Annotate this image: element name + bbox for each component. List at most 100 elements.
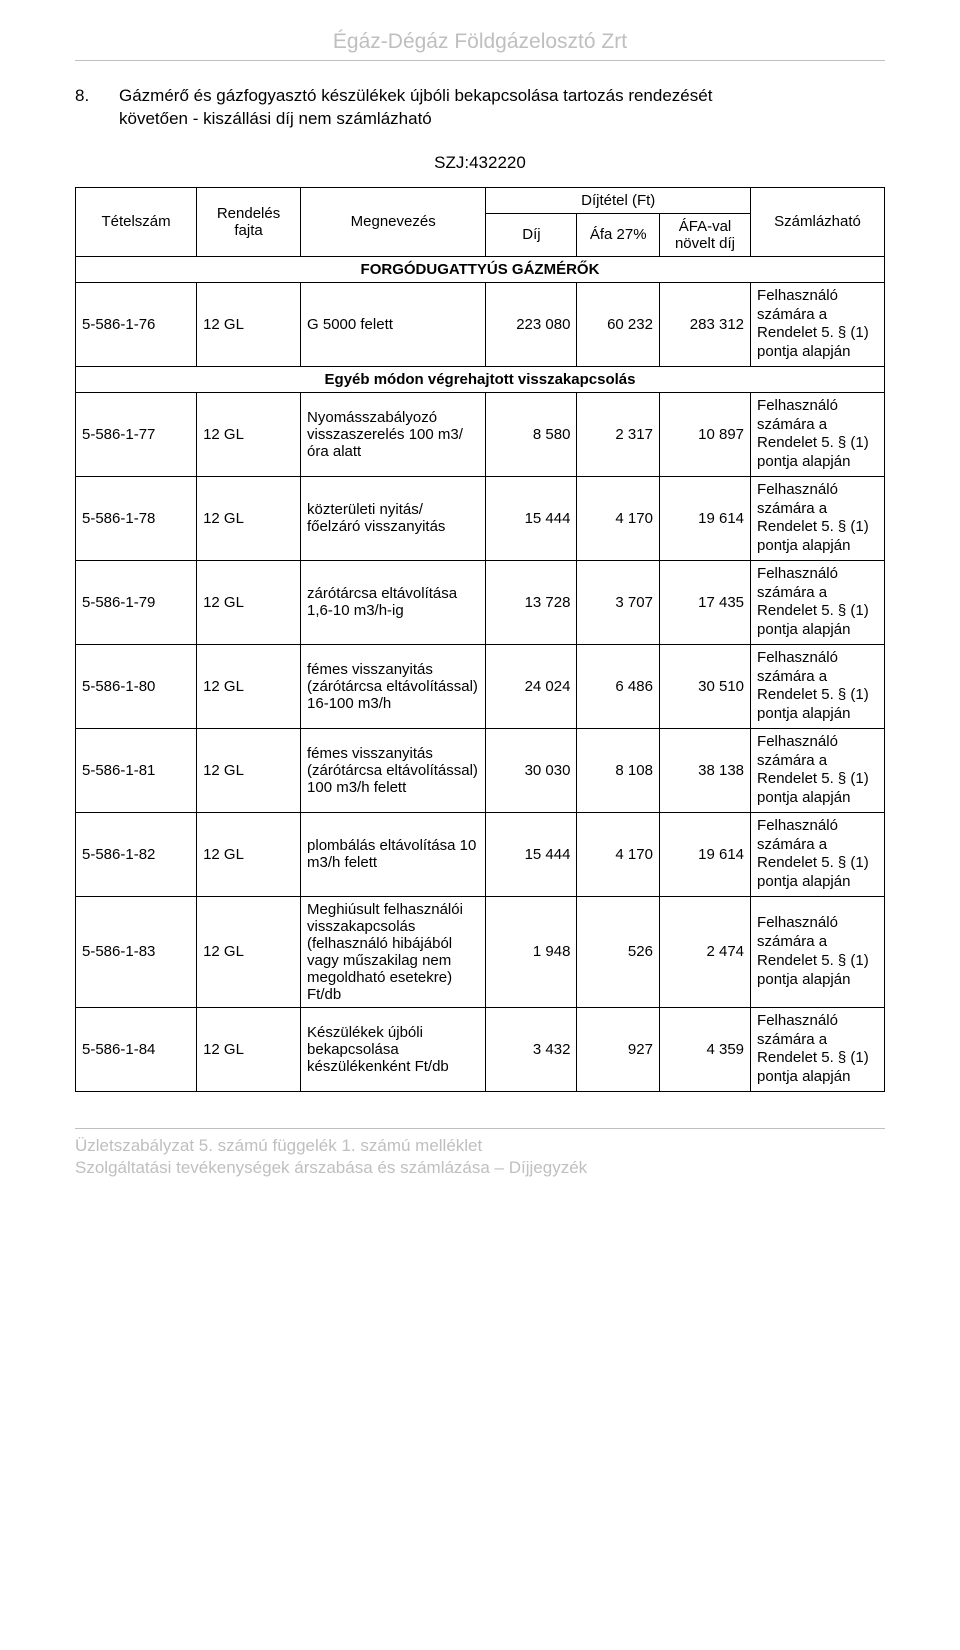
cell-tetel: 5-586-1-79 xyxy=(76,560,197,644)
cell-rend: 12 GL xyxy=(197,1007,301,1091)
cell-dij: 30 030 xyxy=(486,728,577,812)
cell-rend: 12 GL xyxy=(197,896,301,1007)
table-row: 5-586-1-76 12 GL G 5000 felett 223 080 6… xyxy=(76,282,885,366)
cell-afa: 8 108 xyxy=(577,728,660,812)
subheader-2: Egyéb módon végrehajtott visszakapcsolás xyxy=(76,366,885,392)
cell-tetel: 5-586-1-76 xyxy=(76,282,197,366)
section-number: 8. xyxy=(75,85,119,131)
section-title: Gázmérő és gázfogyasztó készülékek újból… xyxy=(119,85,885,131)
table-row: 5-586-1-77 12 GL Nyomásszabályozó vissza… xyxy=(76,392,885,476)
cell-dij: 15 444 xyxy=(486,812,577,896)
subheader-row: Egyéb módon végrehajtott visszakapcsolás xyxy=(76,366,885,392)
cell-meg: közterületi nyitás/ főelzáró visszanyitá… xyxy=(301,476,486,560)
cell-rend: 12 GL xyxy=(197,644,301,728)
cell-szam: Felhasználó számára a Rendelet 5. § (1) … xyxy=(751,644,885,728)
table-row: 5-586-1-81 12 GL fémes visszanyitás (zár… xyxy=(76,728,885,812)
cell-dij: 13 728 xyxy=(486,560,577,644)
cell-dij: 223 080 xyxy=(486,282,577,366)
cell-meg: Készülékek újbóli bekapcsolása készüléke… xyxy=(301,1007,486,1091)
header-rule xyxy=(75,60,885,61)
cell-afaval: 4 359 xyxy=(659,1007,750,1091)
table-row: 5-586-1-83 12 GL Meghiúsult felhasználói… xyxy=(76,896,885,1007)
subheader-row: FORGÓDUGATTYÚS GÁZMÉRŐK xyxy=(76,256,885,282)
cell-meg: zárótárcsa eltávolítása 1,6-10 m3/h-ig xyxy=(301,560,486,644)
cell-dij: 1 948 xyxy=(486,896,577,1007)
cell-dij: 8 580 xyxy=(486,392,577,476)
cell-tetel: 5-586-1-82 xyxy=(76,812,197,896)
section-title-line2: követően - kiszállási díj nem számlázhat… xyxy=(119,109,432,128)
szj-code: SZJ:432220 xyxy=(75,153,885,173)
cell-afaval: 30 510 xyxy=(659,644,750,728)
cell-tetel: 5-586-1-83 xyxy=(76,896,197,1007)
cell-tetel: 5-586-1-80 xyxy=(76,644,197,728)
cell-afa: 526 xyxy=(577,896,660,1007)
cell-meg: G 5000 felett xyxy=(301,282,486,366)
cell-afa: 6 486 xyxy=(577,644,660,728)
cell-afaval: 19 614 xyxy=(659,476,750,560)
table-head: Tételszám Rendelés fajta Megnevezés Díjt… xyxy=(76,187,885,256)
cell-szam: Felhasználó számára a Rendelet 5. § (1) … xyxy=(751,392,885,476)
cell-dij: 3 432 xyxy=(486,1007,577,1091)
cell-szam: Felhasználó számára a Rendelet 5. § (1) … xyxy=(751,282,885,366)
subheader-1: FORGÓDUGATTYÚS GÁZMÉRŐK xyxy=(76,256,885,282)
cell-szam: Felhasználó számára a Rendelet 5. § (1) … xyxy=(751,476,885,560)
table-body: FORGÓDUGATTYÚS GÁZMÉRŐK 5-586-1-76 12 GL… xyxy=(76,256,885,1091)
cell-rend: 12 GL xyxy=(197,392,301,476)
footer-line2: Szolgáltatási tevékenységek árszabása és… xyxy=(75,1158,587,1177)
col-afaval: ÁFA-val növelt díj xyxy=(659,213,750,256)
cell-szam: Felhasználó számára a Rendelet 5. § (1) … xyxy=(751,896,885,1007)
footer-line1: Üzletszabályzat 5. számú függelék 1. szá… xyxy=(75,1136,482,1155)
cell-meg: fémes visszanyitás (zárótárcsa eltávolít… xyxy=(301,728,486,812)
cell-afa: 4 170 xyxy=(577,476,660,560)
cell-meg: Meghiúsult felhasználói visszakapcsolás … xyxy=(301,896,486,1007)
col-szamlazhato: Számlázható xyxy=(751,187,885,256)
cell-tetel: 5-586-1-81 xyxy=(76,728,197,812)
footer: Üzletszabályzat 5. számú függelék 1. szá… xyxy=(75,1128,885,1179)
col-tetelszam: Tételszám xyxy=(76,187,197,256)
col-dij: Díj xyxy=(486,213,577,256)
cell-afa: 927 xyxy=(577,1007,660,1091)
col-megnevezes: Megnevezés xyxy=(301,187,486,256)
col-afa: Áfa 27% xyxy=(577,213,660,256)
cell-afaval: 283 312 xyxy=(659,282,750,366)
table-row: 5-586-1-82 12 GL plombálás eltávolítása … xyxy=(76,812,885,896)
cell-meg: fémes visszanyitás (zárótárcsa eltávolít… xyxy=(301,644,486,728)
cell-rend: 12 GL xyxy=(197,282,301,366)
cell-tetel: 5-586-1-78 xyxy=(76,476,197,560)
cell-dij: 24 024 xyxy=(486,644,577,728)
cell-afaval: 2 474 xyxy=(659,896,750,1007)
section-title-line1: Gázmérő és gázfogyasztó készülékek újból… xyxy=(119,86,712,105)
cell-dij: 15 444 xyxy=(486,476,577,560)
cell-szam: Felhasználó számára a Rendelet 5. § (1) … xyxy=(751,728,885,812)
cell-afaval: 19 614 xyxy=(659,812,750,896)
cell-rend: 12 GL xyxy=(197,812,301,896)
table-row: 5-586-1-78 12 GL közterületi nyitás/ főe… xyxy=(76,476,885,560)
section-heading: 8. Gázmérő és gázfogyasztó készülékek új… xyxy=(75,85,885,131)
cell-afaval: 17 435 xyxy=(659,560,750,644)
header-company: Égáz-Dégáz Földgázelosztó Zrt xyxy=(75,30,885,54)
cell-meg: plombálás eltávolítása 10 m3/h felett xyxy=(301,812,486,896)
cell-rend: 12 GL xyxy=(197,560,301,644)
cell-afa: 60 232 xyxy=(577,282,660,366)
page: Égáz-Dégáz Földgázelosztó Zrt 8. Gázmérő… xyxy=(0,0,960,1219)
table-row: 5-586-1-79 12 GL zárótárcsa eltávolítása… xyxy=(76,560,885,644)
col-dijtetel: Díjtétel (Ft) xyxy=(486,187,751,213)
footer-rule xyxy=(75,1128,885,1129)
cell-afa: 2 317 xyxy=(577,392,660,476)
col-rendeles: Rendelés fajta xyxy=(197,187,301,256)
cell-rend: 12 GL xyxy=(197,476,301,560)
cell-meg: Nyomásszabályozó visszaszerelés 100 m3/ó… xyxy=(301,392,486,476)
footer-text: Üzletszabályzat 5. számú függelék 1. szá… xyxy=(75,1135,885,1179)
cell-afaval: 10 897 xyxy=(659,392,750,476)
cell-szam: Felhasználó számára a Rendelet 5. § (1) … xyxy=(751,560,885,644)
cell-afaval: 38 138 xyxy=(659,728,750,812)
cell-afa: 3 707 xyxy=(577,560,660,644)
cell-tetel: 5-586-1-77 xyxy=(76,392,197,476)
cell-afa: 4 170 xyxy=(577,812,660,896)
cell-tetel: 5-586-1-84 xyxy=(76,1007,197,1091)
cell-rend: 12 GL xyxy=(197,728,301,812)
cell-szam: Felhasználó számára a Rendelet 5. § (1) … xyxy=(751,1007,885,1091)
table-row: 5-586-1-84 12 GL Készülékek újbóli bekap… xyxy=(76,1007,885,1091)
cell-szam: Felhasználó számára a Rendelet 5. § (1) … xyxy=(751,812,885,896)
price-table: Tételszám Rendelés fajta Megnevezés Díjt… xyxy=(75,187,885,1092)
